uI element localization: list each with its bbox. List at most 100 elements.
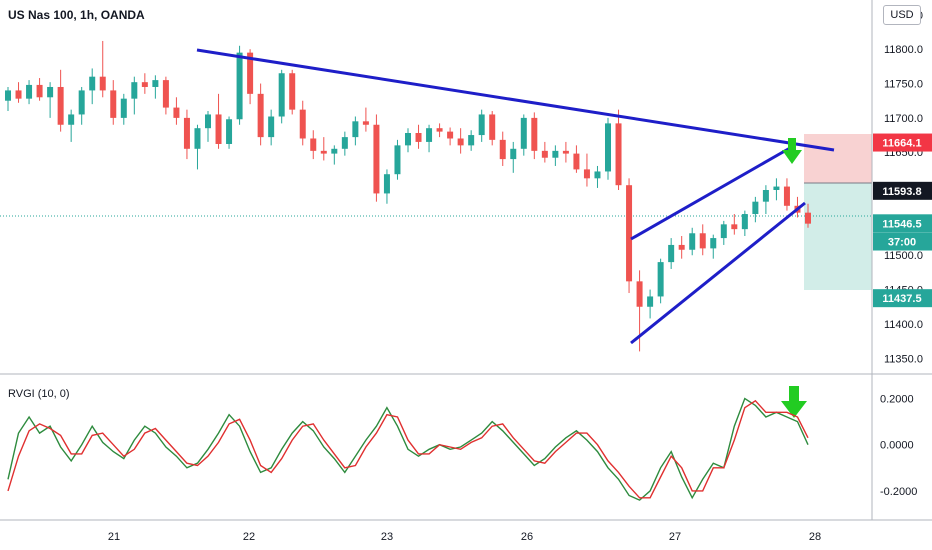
rvgi-signal-line xyxy=(7,399,809,499)
rvgi-tick-label: -0.2000 xyxy=(880,486,917,498)
price-tag-box xyxy=(873,133,932,152)
currency-badge[interactable]: USD xyxy=(883,5,921,25)
descending-trendline[interactable] xyxy=(196,48,835,152)
candle-body xyxy=(689,233,696,250)
wedge-lower-trendline[interactable] xyxy=(630,201,806,345)
candle-body xyxy=(205,114,211,129)
candle-body xyxy=(289,73,296,110)
candle-body xyxy=(268,116,275,138)
candle-body xyxy=(162,80,169,108)
candle-body xyxy=(68,114,75,125)
candle-body xyxy=(215,114,222,144)
price-tick-label: 11800.0 xyxy=(884,44,923,56)
candle-body xyxy=(678,244,685,250)
candle-body xyxy=(436,128,443,132)
candle-body xyxy=(15,90,22,99)
candle-body xyxy=(257,93,264,138)
candle-body xyxy=(226,119,233,144)
candle-body xyxy=(341,137,348,149)
rvgi-label: RVGI (10, 0) xyxy=(8,388,70,400)
down-arrow-rvgi-icon xyxy=(781,386,807,418)
candle-body xyxy=(520,117,527,149)
candle-body xyxy=(299,109,306,139)
candle-body xyxy=(541,150,548,158)
candle-body xyxy=(131,82,138,99)
candles-group xyxy=(5,40,811,352)
candle-body xyxy=(573,153,580,170)
price-tag-label: 11437.5 xyxy=(882,293,921,305)
down-arrow-price-icon xyxy=(782,138,802,164)
price-tick-label: 11700.0 xyxy=(884,113,923,125)
price-tag-label: 11664.1 xyxy=(882,138,921,150)
candle-body xyxy=(468,135,475,146)
candle-body xyxy=(57,86,64,125)
candle-body xyxy=(552,150,559,158)
price-tick-label: 11750.0 xyxy=(884,79,923,91)
price-tags-group: 11664.1 11593.8 11546.5 37:00 11437.5 xyxy=(873,133,932,308)
candle-body xyxy=(499,139,506,160)
candle-body xyxy=(647,296,654,307)
candle-body xyxy=(699,233,706,249)
candle-body xyxy=(762,190,769,202)
rvgi-axis-ticks: 0.2000 0.0000 -0.2000 xyxy=(880,393,917,497)
price-tick-label: 11500.0 xyxy=(884,250,923,262)
wedge-upper-trendline[interactable] xyxy=(630,146,791,241)
candle-body xyxy=(78,90,85,115)
candle-body xyxy=(120,98,127,118)
candle-body xyxy=(783,186,790,206)
take-profit-zone xyxy=(804,183,872,290)
candle-body xyxy=(5,90,11,101)
price-tick-label: 11350.0 xyxy=(884,353,923,365)
candle-body xyxy=(99,76,106,91)
candle-body xyxy=(152,80,159,87)
candle-body xyxy=(110,90,117,118)
candle-body xyxy=(331,148,338,154)
candle-body xyxy=(531,117,538,151)
candle-body xyxy=(194,128,201,149)
candle-body xyxy=(415,132,422,142)
price-tag-label: 37:00 xyxy=(888,237,916,249)
candle-body xyxy=(615,123,622,186)
price-tag-box xyxy=(873,181,932,200)
candle-body xyxy=(752,201,759,215)
candle-body xyxy=(373,124,380,194)
candle-body xyxy=(447,131,454,139)
price-tag-label: 11593.8 xyxy=(882,186,921,198)
time-axis-ticks: 21 22 23 26 27 28 xyxy=(108,531,821,543)
price-tag-box xyxy=(873,232,932,251)
candle-body xyxy=(731,224,738,230)
candle-body xyxy=(141,82,148,87)
rvgi-line xyxy=(7,397,809,501)
candle-body xyxy=(183,117,190,149)
time-tick-label: 28 xyxy=(809,531,821,543)
candle-body xyxy=(562,150,569,154)
time-tick-label: 23 xyxy=(381,531,393,543)
candle-body xyxy=(36,84,43,98)
stop-loss-zone xyxy=(804,134,872,183)
candle-body xyxy=(26,84,33,99)
price-tag-box xyxy=(873,289,932,308)
candle-body xyxy=(636,281,643,307)
time-tick-label: 22 xyxy=(243,531,255,543)
candle-body xyxy=(457,138,464,146)
candle-body xyxy=(247,52,254,94)
candle-body xyxy=(362,121,369,125)
time-tick-label: 27 xyxy=(669,531,681,543)
chart-title: US Nas 100, 1h, OANDA xyxy=(8,8,145,22)
candle-body xyxy=(668,244,675,263)
price-tag-box xyxy=(873,214,932,233)
candle-body xyxy=(741,214,748,230)
candle-body xyxy=(383,174,390,194)
candle-body xyxy=(278,73,285,117)
candle-body xyxy=(426,128,433,142)
price-tick-label: 11400.0 xyxy=(884,319,923,331)
candle-body xyxy=(594,171,601,179)
rvgi-lines-group xyxy=(7,397,809,501)
candle-body xyxy=(320,150,327,154)
candle-body xyxy=(173,107,180,118)
candle-body xyxy=(405,132,411,146)
candle-body xyxy=(710,238,717,249)
time-tick-label: 26 xyxy=(521,531,533,543)
candle-body xyxy=(605,123,611,172)
